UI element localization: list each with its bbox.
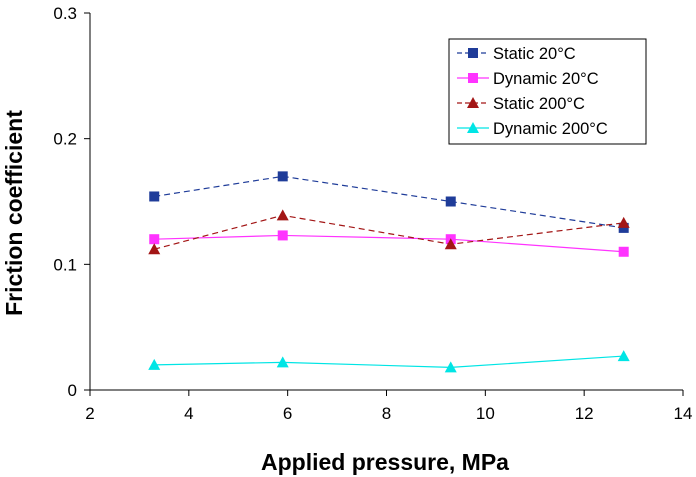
legend-label: Static 20°C [493,45,576,63]
legend-marker [468,73,478,83]
x-tick-label: 14 [674,404,693,423]
y-axis-title: Friction coefficient [1,110,27,316]
x-tick-label: 12 [575,404,594,423]
series-line-static-200-c [154,214,624,250]
series-line-dynamic-200-c [154,355,624,368]
legend-label: Dynamic 200°C [493,120,608,138]
series-line-static-20-c [154,175,624,229]
data-point-dynamic-200-c [444,361,457,373]
legend-marker [467,97,479,108]
data-point-static-20-c [149,191,160,202]
legend-marker [467,122,479,133]
data-point-dynamic-20-c [618,246,629,257]
y-tick-label: 0.3 [53,4,77,23]
x-tick-label: 8 [382,404,391,423]
data-point-static-20-c [618,222,629,233]
data-point-dynamic-200-c [617,350,630,362]
data-point-static-200-c [444,238,457,250]
legend-box [448,38,647,145]
y-tick-label: 0 [68,381,77,400]
y-tick-label: 0.1 [53,255,77,274]
series-line-dynamic-20-c [154,234,624,253]
data-point-dynamic-20-c [277,230,288,241]
data-point-dynamic-200-c [148,358,161,370]
data-point-static-20-c [445,196,456,207]
data-point-static-200-c [276,209,289,221]
legend-label: Dynamic 20°C [493,70,599,88]
data-point-static-20-c [277,171,288,182]
x-tick-label: 6 [283,404,292,423]
data-point-dynamic-20-c [149,234,160,245]
data-point-static-200-c [617,216,630,228]
data-point-static-200-c [148,243,161,255]
x-tick-label: 2 [85,404,94,423]
x-tick-label: 4 [184,404,193,423]
x-axis-title: Applied pressure, MPa [261,449,509,475]
data-point-dynamic-200-c [276,356,289,368]
x-tick-label: 10 [476,404,495,423]
legend-label: Static 200°C [493,95,585,113]
y-tick-label: 0.2 [53,130,77,149]
legend-marker [468,48,478,58]
